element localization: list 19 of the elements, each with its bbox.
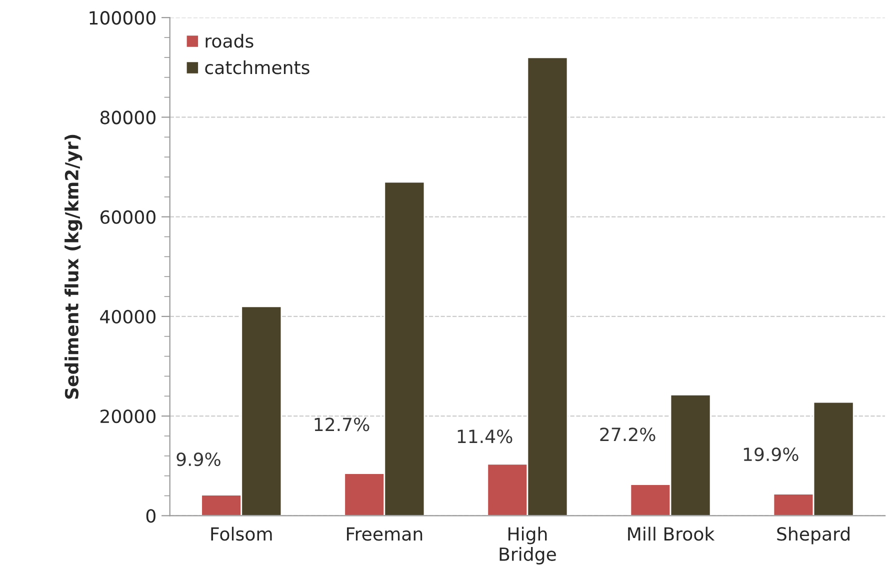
annotation: 27.2%	[600, 428, 656, 442]
x-tick-label: High Bridge	[500, 526, 556, 564]
annotation: 12.7%	[314, 418, 370, 432]
x-tick-label: Shepard	[777, 526, 850, 544]
y-tick-label: 40000	[100, 310, 156, 324]
y-tick-label: 60000	[100, 210, 156, 224]
annotation: 11.4%	[458, 430, 512, 444]
y-axis-title: Sediment flux (kg/km2/yr)	[64, 134, 82, 399]
x-tick-label: Folsom	[211, 526, 272, 541]
legend-label: roads	[206, 34, 254, 48]
y-tick-label: 80000	[100, 110, 156, 124]
y-tick-label: 20000	[100, 410, 156, 424]
annotation: 19.9%	[744, 447, 798, 462]
x-tick-label: Mill Brook	[628, 526, 715, 541]
annotation: 9.9%	[176, 452, 220, 466]
y-tick-label: 0	[146, 509, 156, 523]
legend-label: catchments	[205, 60, 310, 74]
x-tick-label: Freeman	[346, 527, 422, 541]
y-tick-label: 100000	[90, 11, 156, 25]
